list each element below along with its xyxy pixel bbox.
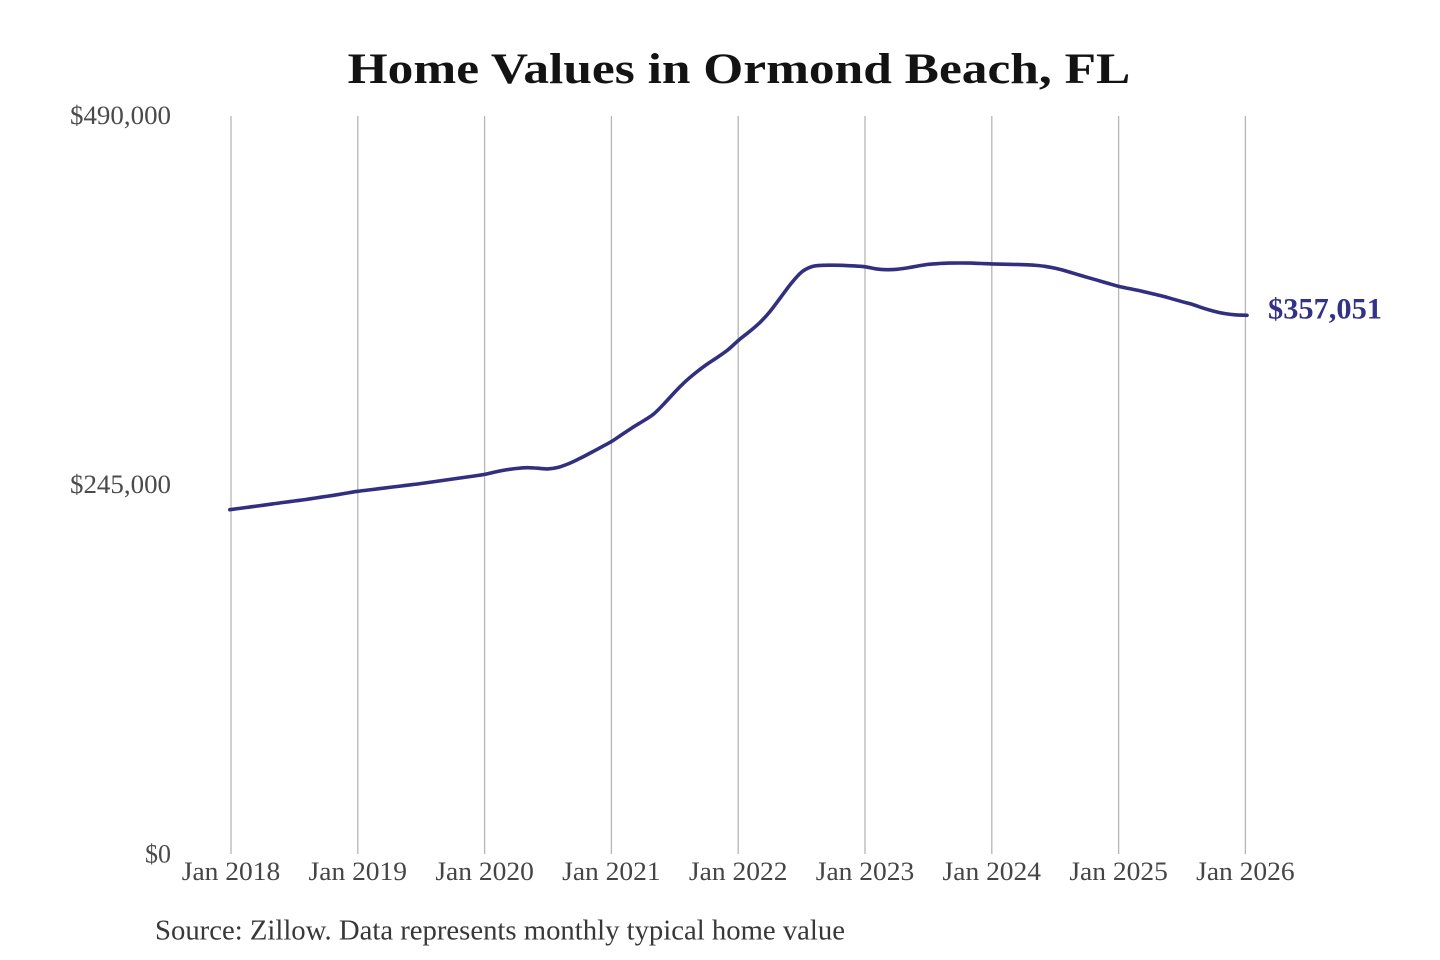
svg-text:$0: $0 — [145, 840, 171, 869]
svg-text:Jan 2025: Jan 2025 — [1069, 856, 1168, 886]
svg-text:Jan 2022: Jan 2022 — [689, 856, 788, 886]
svg-text:$245,000: $245,000 — [70, 470, 171, 499]
svg-text:$357,051: $357,051 — [1268, 292, 1382, 325]
svg-text:Jan 2019: Jan 2019 — [309, 856, 408, 886]
svg-text:Jan 2026: Jan 2026 — [1196, 856, 1295, 886]
svg-text:Jan 2020: Jan 2020 — [435, 856, 534, 886]
svg-text:Jan 2021: Jan 2021 — [562, 856, 661, 886]
svg-text:Jan 2024: Jan 2024 — [943, 856, 1042, 886]
svg-text:Home Values in Ormond Beach, F: Home Values in Ormond Beach, FL — [348, 46, 1131, 93]
svg-text:$490,000: $490,000 — [70, 101, 171, 130]
svg-text:Jan 2023: Jan 2023 — [816, 856, 915, 886]
svg-text:Source: Zillow. Data represent: Source: Zillow. Data represents monthly … — [155, 916, 845, 947]
svg-text:Jan 2018: Jan 2018 — [182, 856, 281, 886]
